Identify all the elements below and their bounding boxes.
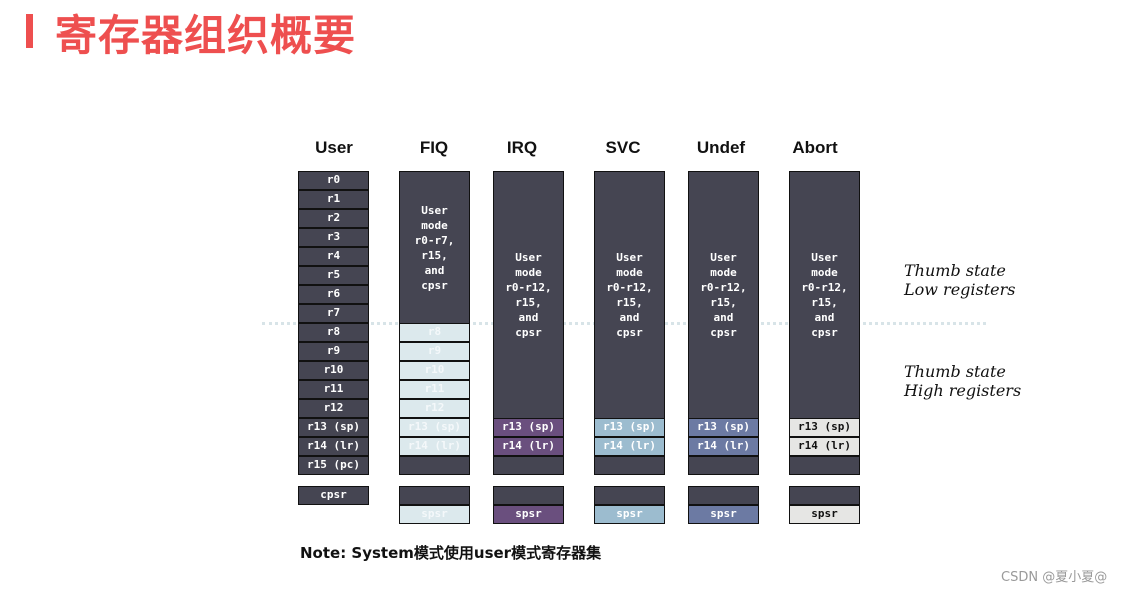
abort-r15-slot	[789, 456, 860, 475]
fiq-banked-r14: r14 (lr)	[399, 437, 470, 456]
undef-cpsr-slot	[688, 486, 759, 505]
fiq-banked-r8: r8	[399, 323, 470, 342]
undef-spsr: spsr	[688, 505, 759, 524]
page-title: 寄存器组织概要	[55, 11, 357, 60]
user-register-r11: r11	[298, 380, 369, 399]
column-header-fiq: FIQ	[419, 138, 449, 157]
abort-r13-sp: r13 (sp)	[789, 418, 860, 437]
fiq-banked-r9: r9	[399, 342, 470, 361]
user-register-r4: r4	[298, 247, 369, 266]
thumb-high-label: Thumb state High registers	[904, 362, 1021, 400]
abort-r14-lr: r14 (lr)	[789, 437, 860, 456]
irq-shared-registers: User mode r0-r12, r15, and cpsr	[493, 171, 564, 419]
fiq-banked-r11: r11	[399, 380, 470, 399]
user-register-r1: r1	[298, 190, 369, 209]
column-header-undef: Undef	[696, 138, 746, 157]
user-register-r14: r14 (lr)	[298, 437, 369, 456]
irq-cpsr-slot	[493, 486, 564, 505]
fiq-banked-r12: r12	[399, 399, 470, 418]
fiq-shared-registers-text: User mode r0-r7, r15, and cpsr	[414, 203, 455, 292]
user-register-r5: r5	[298, 266, 369, 285]
abort-spsr: spsr	[789, 505, 860, 524]
irq-r13-sp: r13 (sp)	[493, 418, 564, 437]
undef-shared-registers-text: User mode r0-r12, r15, and cpsr	[700, 251, 747, 339]
irq-shared-registers-text: User mode r0-r12, r15, and cpsr	[505, 251, 552, 339]
user-register-r12: r12	[298, 399, 369, 418]
thumb-low-label: Thumb state Low registers	[904, 261, 1015, 299]
title-accent-bar	[26, 14, 33, 48]
column-header-svc: SVC	[605, 138, 641, 157]
thumb-low-line2: Low registers	[904, 280, 1016, 299]
column-header-user: User	[315, 138, 353, 157]
irq-r14-lr: r14 (lr)	[493, 437, 564, 456]
column-header-irq: IRQ	[506, 138, 538, 157]
svc-r13-sp: r13 (sp)	[594, 418, 665, 437]
thumb-high-line2: High registers	[904, 381, 1022, 400]
system-mode-note: Note: System模式使用user模式寄存器集	[300, 544, 602, 562]
svc-spsr: spsr	[594, 505, 665, 524]
abort-shared-registers: User mode r0-r12, r15, and cpsr	[789, 171, 860, 419]
fiq-spsr: spsr	[399, 505, 470, 524]
user-register-r15: r15 (pc)	[298, 456, 369, 475]
user-cpsr: cpsr	[298, 486, 369, 505]
user-register-r8: r8	[298, 323, 369, 342]
user-register-r0: r0	[298, 171, 369, 190]
user-register-r3: r3	[298, 228, 369, 247]
thumb-high-line1: Thumb state	[904, 362, 1006, 381]
fiq-banked-r10: r10	[399, 361, 470, 380]
fiq-cpsr-slot	[399, 486, 470, 505]
user-register-r2: r2	[298, 209, 369, 228]
irq-r15-slot	[493, 456, 564, 475]
svc-shared-registers: User mode r0-r12, r15, and cpsr	[594, 171, 665, 419]
undef-r14-lr: r14 (lr)	[688, 437, 759, 456]
watermark: CSDN @夏小夏@	[1001, 570, 1108, 585]
fiq-shared-registers: User mode r0-r7, r15, and cpsr	[399, 171, 470, 324]
fiq-r15-slot	[399, 456, 470, 475]
svc-r14-lr: r14 (lr)	[594, 437, 665, 456]
column-header-abort: Abort	[792, 138, 838, 157]
abort-shared-registers-text: User mode r0-r12, r15, and cpsr	[801, 251, 848, 339]
svc-r15-slot	[594, 456, 665, 475]
irq-spsr: spsr	[493, 505, 564, 524]
user-register-r7: r7	[298, 304, 369, 323]
svc-shared-registers-text: User mode r0-r12, r15, and cpsr	[606, 251, 653, 339]
user-register-r9: r9	[298, 342, 369, 361]
user-register-r13: r13 (sp)	[298, 418, 369, 437]
user-register-r6: r6	[298, 285, 369, 304]
undef-r13-sp: r13 (sp)	[688, 418, 759, 437]
undef-r15-slot	[688, 456, 759, 475]
svc-cpsr-slot	[594, 486, 665, 505]
user-register-r10: r10	[298, 361, 369, 380]
undef-shared-registers: User mode r0-r12, r15, and cpsr	[688, 171, 759, 419]
fiq-banked-r13: r13 (sp)	[399, 418, 470, 437]
abort-cpsr-slot	[789, 486, 860, 505]
thumb-low-line1: Thumb state	[904, 261, 1006, 280]
